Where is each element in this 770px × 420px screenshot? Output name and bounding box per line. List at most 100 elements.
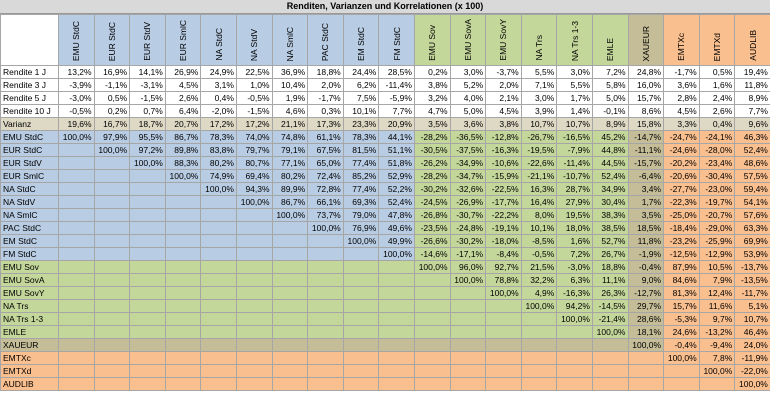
empty-cell xyxy=(520,351,558,365)
value-cell: 78,3% xyxy=(342,130,380,144)
value-cell: 3,4% xyxy=(627,182,665,196)
value-cell: -20,6% xyxy=(663,169,700,183)
value-cell: 88,3% xyxy=(164,156,202,170)
value-cell: -14,7% xyxy=(627,130,665,144)
empty-cell xyxy=(485,312,522,326)
value-cell: 4,0% xyxy=(449,91,487,105)
empty-cell xyxy=(271,273,309,287)
value-cell: 17,2% xyxy=(235,117,273,131)
column-header-label: EMU Sov xyxy=(427,25,438,61)
empty-cell xyxy=(58,156,95,170)
column-header-label: NA SmlC xyxy=(284,26,295,61)
value-cell: 27,9% xyxy=(556,195,593,209)
value-cell: 28,6% xyxy=(627,312,665,326)
value-cell: -1,7% xyxy=(307,91,344,105)
column-header: FM StdC xyxy=(378,14,415,66)
table-row: EM StdC 100,0% 49,9% -26,6% -30,2% -18,0% -8,5… xyxy=(0,234,770,248)
empty-cell xyxy=(591,351,629,365)
empty-cell xyxy=(58,208,95,222)
empty-cell xyxy=(449,351,487,365)
value-cell: 28,7% xyxy=(556,182,593,196)
value-cell: -22,2% xyxy=(485,208,522,222)
row-label: NA Trs xyxy=(0,299,59,313)
empty-cell xyxy=(378,338,415,352)
empty-cell xyxy=(93,312,131,326)
value-cell: 63,3% xyxy=(734,221,770,235)
empty-cell xyxy=(235,286,273,300)
column-header: PAC StdC xyxy=(307,14,344,66)
empty-cell xyxy=(93,182,131,196)
value-cell: 5,0% xyxy=(591,91,629,105)
empty-cell xyxy=(58,377,95,391)
value-cell: 11,8% xyxy=(734,78,770,92)
value-cell: 4,7% xyxy=(413,104,451,118)
value-cell: 54,1% xyxy=(734,195,770,209)
value-cell: 3,8% xyxy=(413,78,451,92)
value-cell: 0,4% xyxy=(698,117,736,131)
value-cell: 44,5% xyxy=(591,156,629,170)
empty-cell xyxy=(307,338,344,352)
value-cell: 2,6% xyxy=(698,104,736,118)
value-cell: 100,0% xyxy=(342,234,380,248)
value-cell: 8,0% xyxy=(520,208,558,222)
value-cell: 69,9% xyxy=(734,234,770,248)
empty-cell xyxy=(663,377,700,391)
empty-cell xyxy=(58,182,95,196)
value-cell: -11,4% xyxy=(378,78,415,92)
value-cell: 34,9% xyxy=(591,182,629,196)
column-header: EMTXc xyxy=(663,14,700,66)
empty-cell xyxy=(129,351,166,365)
value-cell: 4,9% xyxy=(520,286,558,300)
value-cell: 4,5% xyxy=(164,78,202,92)
value-cell: 4,5% xyxy=(663,104,700,118)
empty-cell xyxy=(200,312,237,326)
value-cell: -23,0% xyxy=(698,182,736,196)
row-label: EUR StdC xyxy=(0,143,59,157)
value-cell: 100,0% xyxy=(591,325,629,339)
value-cell: 7,8% xyxy=(698,351,736,365)
empty-cell xyxy=(413,273,451,287)
value-cell: 47,8% xyxy=(378,208,415,222)
corner xyxy=(0,14,59,66)
empty-cell xyxy=(58,234,95,248)
value-cell: -26,9% xyxy=(449,195,487,209)
row-label: NA StdC xyxy=(0,182,59,196)
value-cell: -19,1% xyxy=(485,221,522,235)
empty-cell xyxy=(449,286,487,300)
empty-cell xyxy=(235,351,273,365)
table-row: FM StdC 100,0% -14,6% -17,1% -8,4% -0,5% 7,2% 2… xyxy=(0,247,770,261)
empty-cell xyxy=(200,260,237,274)
value-cell: -24,7% xyxy=(663,130,700,144)
empty-cell xyxy=(271,351,309,365)
value-cell: 21,1% xyxy=(271,117,309,131)
column-header: EUR StdV xyxy=(129,14,166,66)
value-cell: 1,9% xyxy=(271,91,309,105)
value-cell: 79,1% xyxy=(271,143,309,157)
empty-cell xyxy=(93,351,131,365)
value-cell: 94,2% xyxy=(556,299,593,313)
value-cell: 38,3% xyxy=(591,208,629,222)
column-header-label: FM StdC xyxy=(391,27,402,61)
value-cell: 24,9% xyxy=(200,65,237,79)
value-cell: -1,5% xyxy=(235,104,273,118)
value-cell: 100,0% xyxy=(307,221,344,235)
table-row: Rendite 3 J -3,9% -1,1% -3,1% 4,5% 3,1% 1,0% 10… xyxy=(0,78,770,92)
value-cell: 52,7% xyxy=(591,234,629,248)
table-row: AUDLIB 100,0% xyxy=(0,377,770,391)
empty-cell xyxy=(93,156,131,170)
value-cell: 52,9% xyxy=(378,169,415,183)
value-cell: 15,7% xyxy=(627,91,665,105)
empty-cell xyxy=(378,260,415,274)
value-cell: 14,1% xyxy=(129,65,166,79)
column-header-label: NA StdC xyxy=(213,28,224,61)
empty-cell xyxy=(413,299,451,313)
column-header-label: EMU SovA xyxy=(462,19,473,61)
empty-cell xyxy=(307,351,344,365)
empty-cell xyxy=(164,286,202,300)
value-cell: 2,0% xyxy=(307,78,344,92)
column-header: EMU StdC xyxy=(58,14,95,66)
column-header: EM StdC xyxy=(342,14,380,66)
value-cell: -18,0% xyxy=(485,234,522,248)
empty-cell xyxy=(235,273,273,287)
empty-cell xyxy=(449,338,487,352)
